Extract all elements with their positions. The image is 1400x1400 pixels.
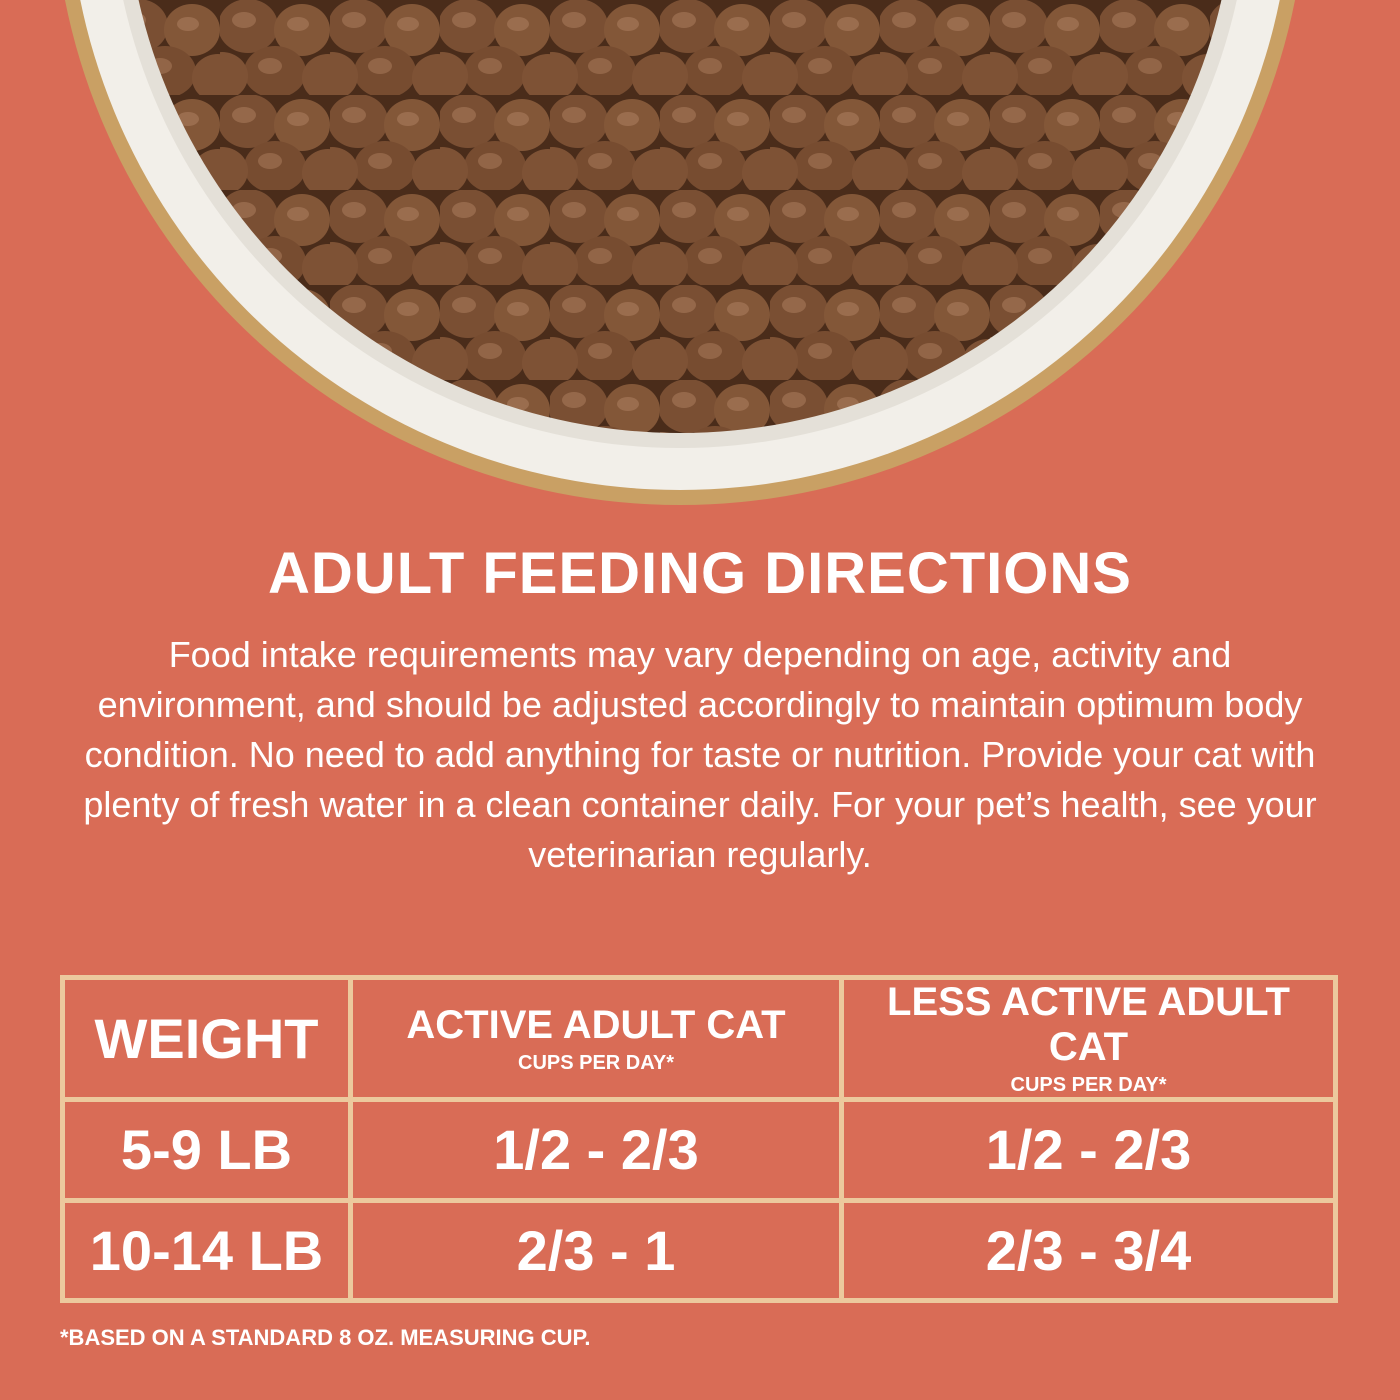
title: ADULT FEEDING DIRECTIONS	[268, 541, 1132, 606]
header-sublabel: CUPS PER DAY*	[1010, 1074, 1167, 1096]
cell: 10-14 LB	[60, 1197, 353, 1303]
footnote: *BASED ON A STANDARD 8 OZ. MEASURING CUP…	[60, 1325, 591, 1350]
header-cell: WEIGHT	[60, 975, 353, 1102]
header-sublabel: CUPS PER DAY*	[518, 1051, 674, 1074]
cell: 1/2 - 2/3	[348, 1097, 844, 1203]
cell: 1/2 - 2/3	[839, 1097, 1338, 1203]
cell: 2/3 - 3/4	[839, 1197, 1338, 1303]
cell: 5-9 LB	[60, 1097, 353, 1203]
header-label: LESS ACTIVE ADULT CAT	[887, 980, 1290, 1069]
row: 10-14 LB 2/3 - 1 2/3 - 3/4	[60, 1197, 1338, 1303]
header-cell: ACTIVE ADULT CAT CUPS PER DAY*	[348, 975, 844, 1102]
cell: 2/3 - 1	[348, 1197, 844, 1303]
header-row: WEIGHT ACTIVE ADULT CAT CUPS PER DAY* LES…	[60, 975, 1338, 1102]
description: Food intake requirements may vary depend…	[83, 634, 1317, 875]
header-cell: LESS ACTIVE ADULT CAT CUPS PER DAY*	[839, 975, 1338, 1102]
food-bowl-image	[65, 0, 1295, 505]
header-label: ACTIVE ADULT CAT	[406, 1002, 786, 1047]
row: 5-9 LB 1/2 - 2/3 1/2 - 2/3	[60, 1097, 1338, 1203]
header-label: WEIGHT	[94, 1007, 319, 1070]
feeding-table: WEIGHT ACTIVE ADULT CAT CUPS PER DAY* LES…	[60, 975, 1338, 1303]
